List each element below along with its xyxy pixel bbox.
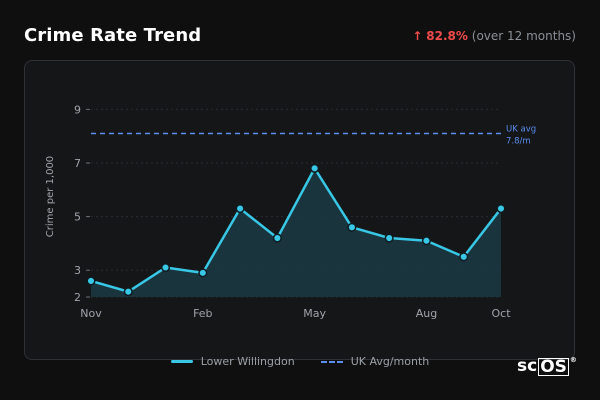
up-arrow-icon: ↑	[412, 29, 423, 43]
y-tick-label-3: 7	[74, 157, 81, 170]
data-point-aug	[421, 236, 432, 246]
legend-swatch-solid	[170, 360, 193, 363]
x-tick-label-aug: Aug	[416, 307, 437, 320]
change-indicator: ↑ 82.8% (over 12 months)	[412, 29, 576, 43]
data-point-dec	[123, 287, 133, 297]
y-tick-label-4: 9	[74, 103, 81, 116]
chart-legend: Lower Willingdon UK Avg/month	[0, 355, 600, 368]
legend-item-primary[interactable]: Lower Willingdon	[170, 355, 295, 368]
series-area	[91, 168, 501, 297]
legend-label-reference: UK Avg/month	[350, 355, 430, 368]
change-value: 82.8%	[426, 29, 468, 43]
change-period: (over 12 months)	[471, 29, 576, 43]
y-tick-label-2: 5	[74, 211, 81, 224]
series-line	[90, 167, 502, 293]
data-point-may	[310, 163, 320, 173]
data-point-mar	[235, 204, 245, 214]
data-point-jan	[160, 262, 171, 273]
legend-label-primary: Lower Willingdon	[200, 355, 295, 368]
y-tick-label-1: 3	[74, 264, 81, 277]
data-point-oct	[496, 204, 506, 214]
y-tick-label-0: 2	[74, 291, 81, 304]
data-point-nov	[86, 276, 96, 286]
uk-avg-annotation-line1: UK avg	[506, 125, 536, 135]
y-axis-label: Crime per 1,000	[45, 156, 56, 237]
x-tick-label-feb: Feb	[193, 307, 212, 320]
legend-swatch-dashed	[320, 360, 343, 363]
logo-boxed: OS	[538, 357, 569, 377]
data-point-sep	[459, 252, 469, 262]
logo-mark: ®	[569, 356, 577, 364]
brand-logo: sc OS ®	[517, 356, 577, 377]
x-tick-label-oct: Oct	[491, 307, 511, 320]
data-point-apr	[272, 233, 282, 243]
data-point-jul	[384, 233, 394, 243]
x-tick-label-may: May	[303, 307, 326, 320]
uk-avg-annotation-line2: 7.8/m	[506, 137, 531, 147]
x-tick-label-nov: Nov	[80, 307, 102, 320]
logo-prefix: sc	[517, 356, 538, 376]
data-point-jun	[347, 222, 357, 232]
data-point-feb	[198, 268, 208, 278]
page-title: Crime Rate Trend	[24, 25, 202, 46]
legend-item-reference[interactable]: UK Avg/month	[320, 355, 430, 368]
